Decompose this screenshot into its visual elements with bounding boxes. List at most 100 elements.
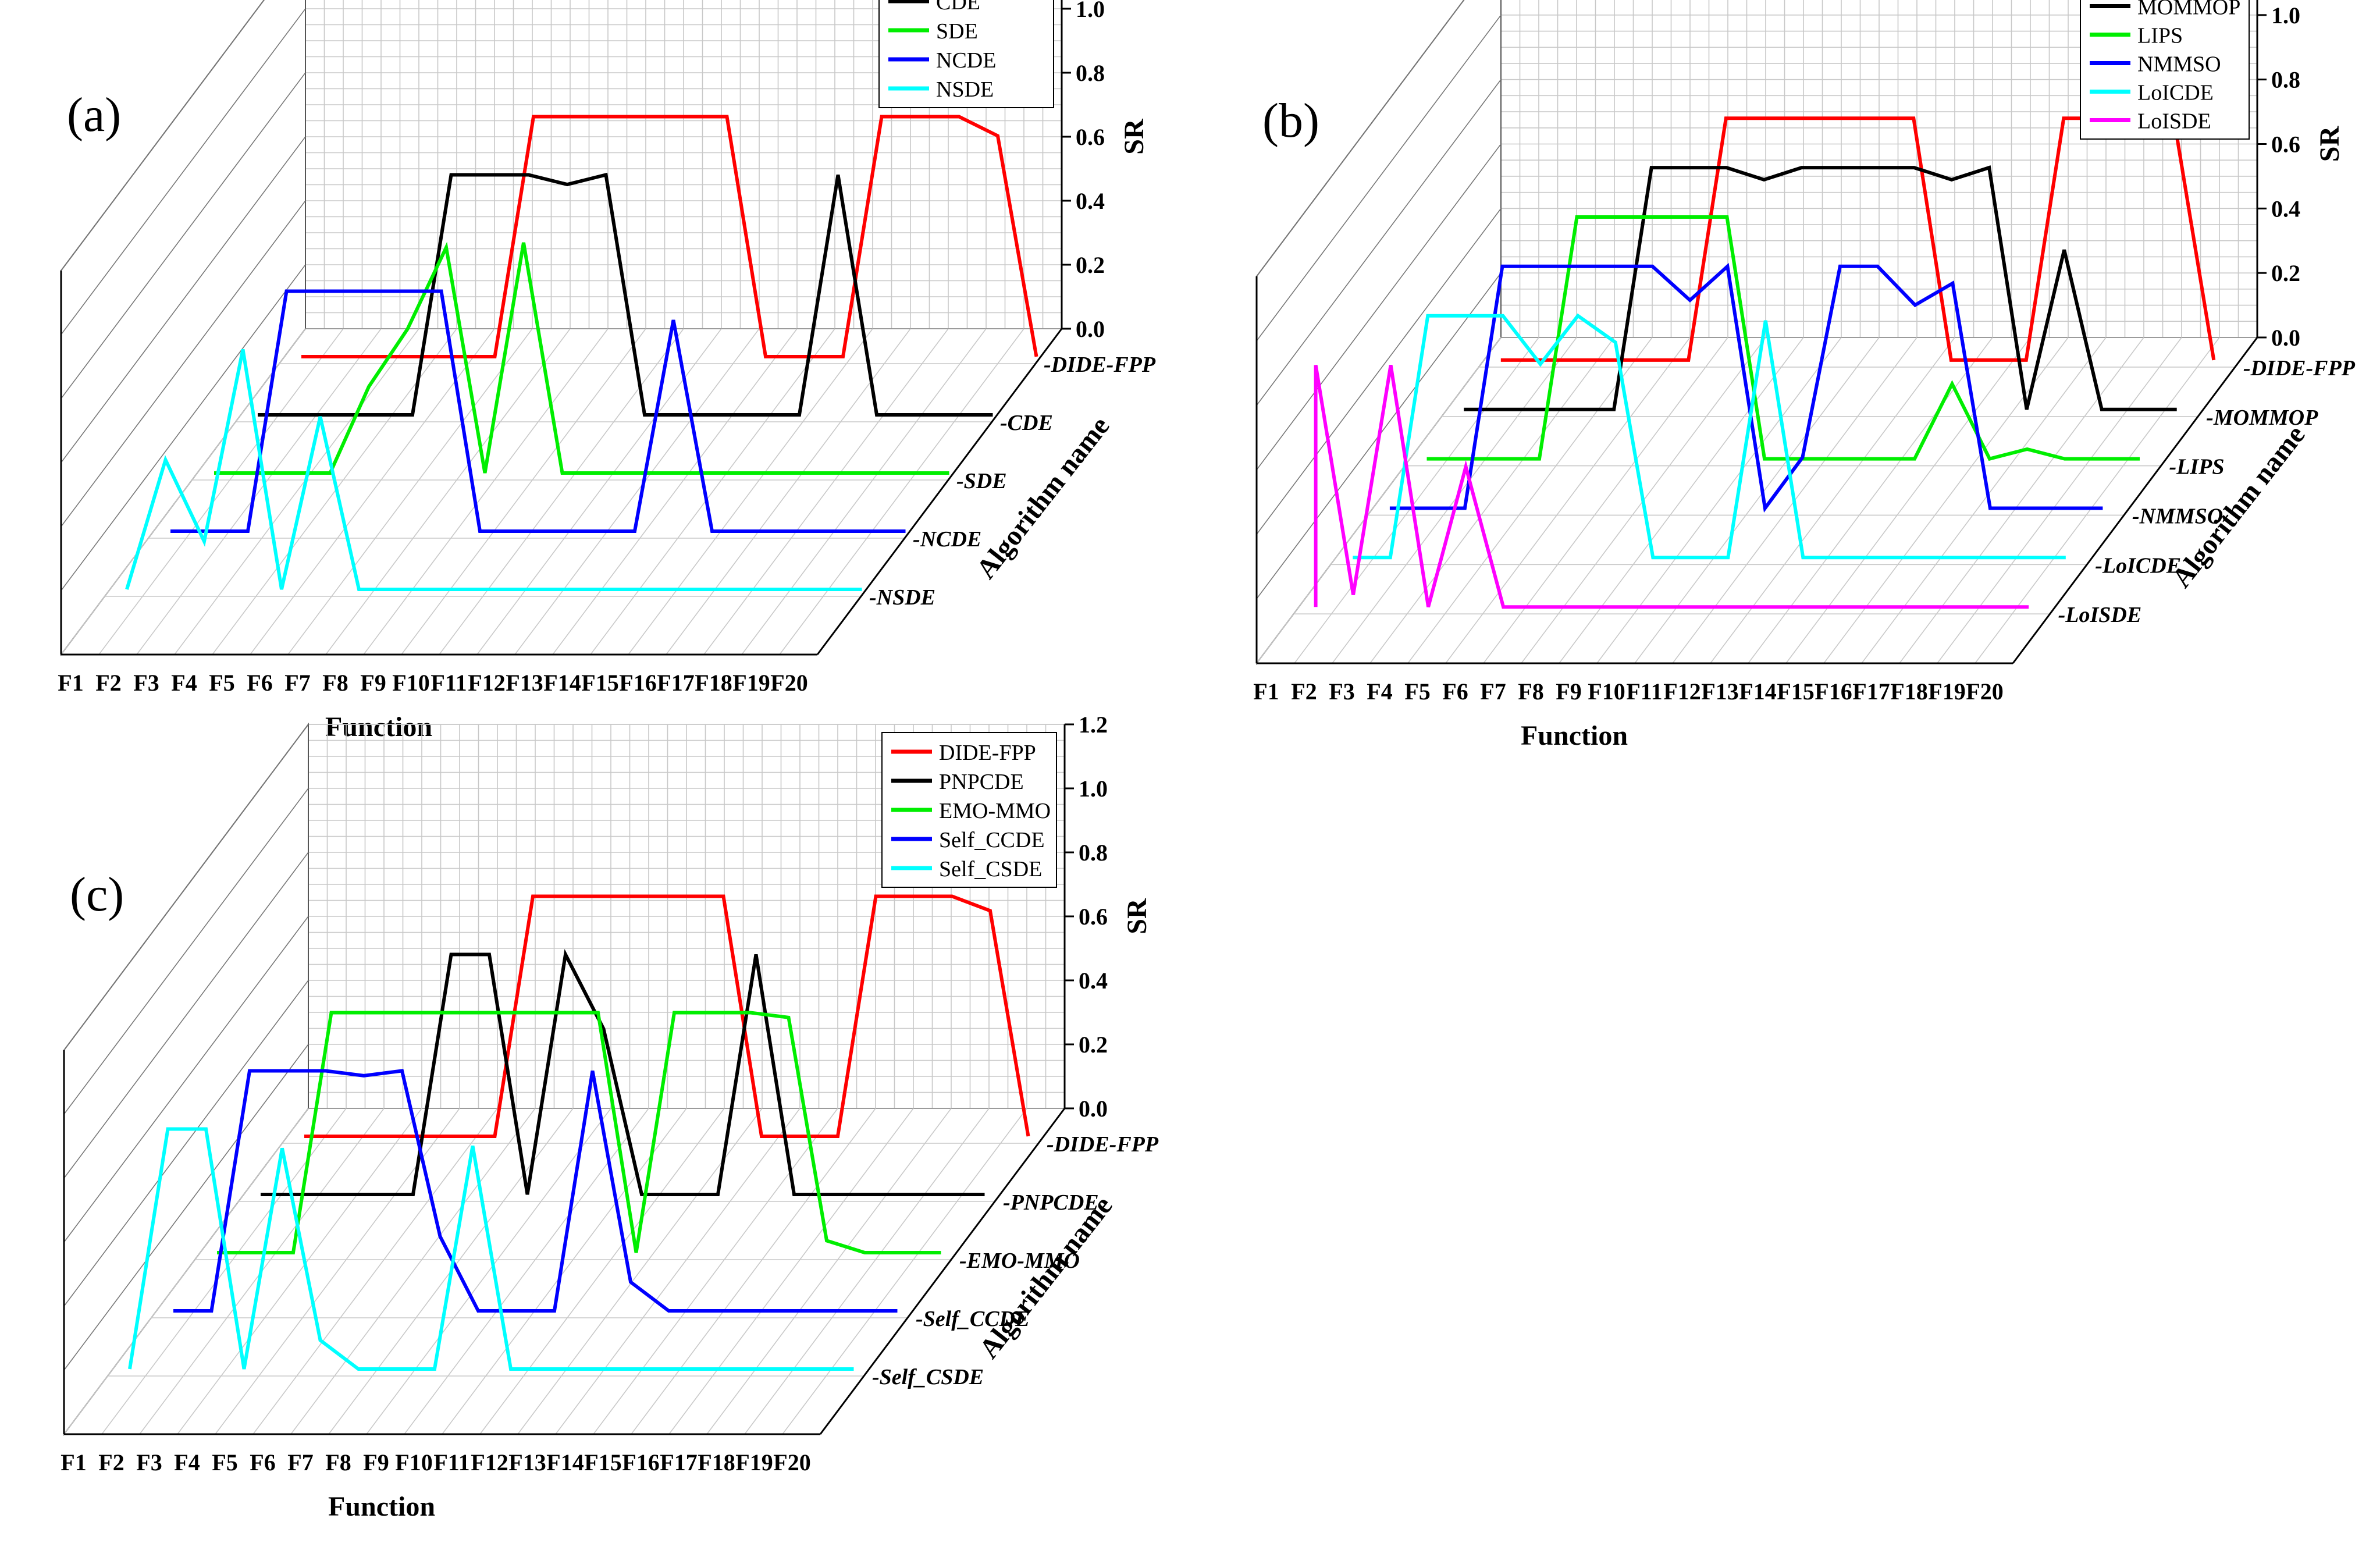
row-label: -MOMMOP	[2206, 406, 2318, 430]
z-tick-label: 0.6	[1079, 904, 1108, 930]
y-axis	[816, 328, 1063, 655]
series-line-sde	[214, 241, 949, 475]
series-line-nmmso	[1389, 262, 2103, 513]
z-tick-label: 0.6	[1076, 124, 1105, 150]
legend-entry: EMO-MMO	[939, 799, 1051, 823]
grid-line	[590, 328, 835, 655]
y-axis	[819, 1108, 1066, 1435]
grid-line	[1596, 337, 1842, 664]
grid-line	[1445, 337, 1691, 664]
row-label: -NSDE	[869, 585, 935, 610]
legend-entry: NMMSO	[2137, 52, 2221, 77]
row-label: -DIDE-FPP	[2243, 356, 2356, 381]
x-tick-label: F13	[506, 670, 543, 696]
x-tick-label: F15	[1777, 678, 1814, 705]
x-axis-title: Function	[328, 1491, 435, 1522]
grid-line	[703, 328, 949, 655]
series-line-pnpcde	[261, 948, 985, 1196]
grid-line	[101, 1108, 347, 1435]
grid-line	[250, 328, 495, 655]
grid-line	[514, 328, 760, 655]
grid-line	[1256, 144, 1502, 470]
x-tick-label: F16	[1815, 678, 1852, 705]
y-axis-title: Algorithm name	[970, 411, 1115, 584]
x-tick-label: F18	[695, 670, 732, 696]
chart-panel-2: 0.0 0.2 0.4 0.6 0.8 1.0 1.2 SR F1 F2 F3 F4 F5 F6 F7 F8 F…	[61, 712, 1159, 1522]
legend-entry: LoICDE	[2137, 81, 2214, 105]
grid-line	[552, 328, 798, 655]
series-line-ncde	[170, 289, 906, 533]
series-line-dide-fpp	[301, 115, 1038, 358]
x-tick-label: F7	[1480, 678, 1506, 705]
z-tick-label: 0.0	[1079, 1096, 1108, 1122]
x-tick-label: F11	[431, 670, 467, 696]
x-tick-label: F2	[1291, 678, 1317, 705]
x-tick-label: F3	[1329, 678, 1354, 705]
grid-line	[1256, 208, 1502, 535]
grid-line	[290, 1108, 536, 1435]
z-tick-label: 1.0	[1079, 776, 1108, 802]
x-tick-label: F12	[468, 670, 505, 696]
grid-line	[174, 328, 419, 655]
row-label: -Self_CSDE	[872, 1365, 984, 1389]
x-tick-label: F18	[698, 1449, 735, 1475]
grid-line	[666, 328, 911, 655]
x-tick-label: F6	[250, 1449, 275, 1475]
grid-line	[61, 136, 306, 463]
grid-line	[287, 328, 533, 655]
grid-line	[63, 1044, 309, 1371]
grid-line	[706, 1108, 952, 1435]
grid-line	[1899, 337, 2144, 664]
grid-line	[631, 1108, 876, 1435]
x-tick-label: F19	[1928, 678, 1965, 705]
x-tick-label: F4	[174, 1449, 200, 1475]
grid-line	[439, 328, 684, 655]
row-label: -LoISDE	[2058, 603, 2142, 627]
grid-line	[136, 328, 382, 655]
row-label: -NCDE	[913, 527, 981, 552]
grid-line	[476, 328, 722, 655]
z-axis-title: SR	[2314, 125, 2345, 162]
z-tick-label: 1.0	[2271, 2, 2300, 29]
x-tick-label: F17	[657, 670, 694, 696]
series-line-nsde	[125, 349, 862, 591]
legend-entry: LoISDE	[2137, 109, 2211, 134]
grid-line	[366, 1108, 611, 1435]
series-line-self_ccde	[173, 1069, 898, 1313]
grid-line	[782, 1108, 1027, 1435]
grid-line	[63, 788, 309, 1115]
x-tick-label: F16	[622, 1449, 659, 1475]
x-tick-label: F4	[171, 670, 197, 696]
legend: DIDE-FPPMOMMOPLIPSNMMSOLoICDELoISDE	[2080, 0, 2250, 140]
z-tick-label: 0.2	[1076, 252, 1105, 278]
grid-lines	[63, 723, 1066, 1436]
x-tick-label: F10	[395, 1449, 432, 1475]
z-tick-label: 1.0	[1076, 0, 1105, 22]
x-tick-label: F6	[1442, 678, 1468, 705]
row-label: -EMO-MMO	[959, 1249, 1080, 1273]
z-axis-title: SR	[1119, 118, 1150, 155]
x-tick-label: F13	[1701, 678, 1738, 705]
series-line-dide-fpp	[1500, 116, 2216, 362]
x-tick-label: F11	[1626, 678, 1662, 705]
legend-entry: NCDE	[936, 48, 996, 73]
x-tick-label: F8	[325, 1449, 351, 1475]
x-tick-label: F9	[363, 1449, 389, 1475]
grid-line	[1332, 337, 1577, 664]
grid-line	[744, 1108, 990, 1435]
panel-label: (b)	[1262, 94, 1319, 148]
legend-entry: SDE	[936, 19, 978, 44]
x-tick-label: F3	[136, 1449, 162, 1475]
grid-line	[479, 1108, 725, 1435]
x-tick-label: F19	[735, 1449, 773, 1475]
grid-line	[593, 1108, 838, 1435]
grid-line	[1823, 337, 2069, 664]
x-tick-label: F6	[247, 670, 272, 696]
x-tick-label: F14	[543, 670, 581, 696]
legend-entry: CDE	[936, 0, 980, 15]
x-tick-label: F1	[61, 1449, 86, 1475]
x-tick-label: F8	[322, 670, 348, 696]
x-tick-label: F13	[508, 1449, 546, 1475]
series-line-loicde	[1353, 313, 2066, 560]
